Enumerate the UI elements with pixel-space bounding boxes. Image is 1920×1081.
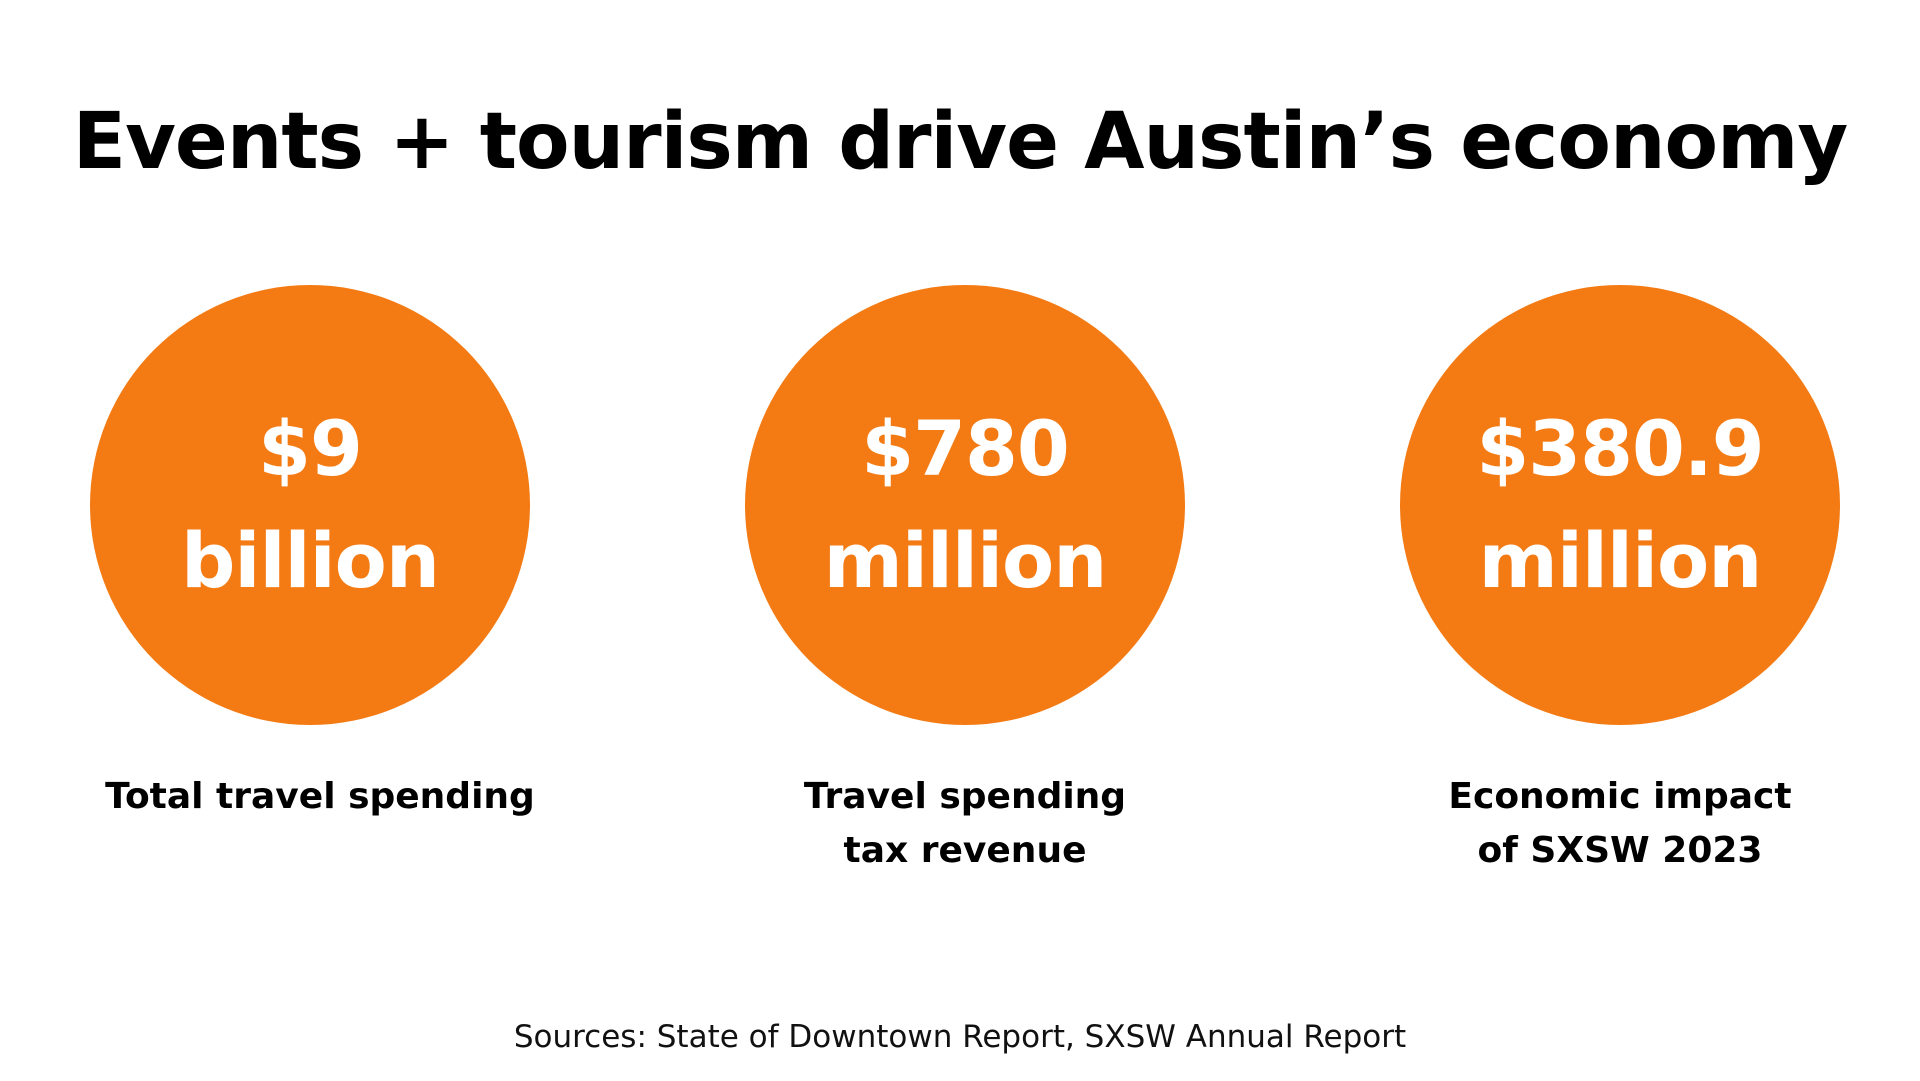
stat-label-line: tax revenue (843, 830, 1087, 871)
slide-title: Events + tourism drive Austin’s economy (72, 97, 1848, 187)
stat-value-unit: billion (181, 516, 440, 605)
stat-label-line: Total travel spending (105, 776, 535, 817)
stat-value-unit: million (1478, 516, 1763, 605)
stat-sxsw-economic-impact: $380.9 million (1400, 285, 1840, 725)
stat-label-sxsw-economic-impact: Economic impact of SXSW 2023 (1360, 770, 1880, 878)
stat-label-line: Travel spending (803, 776, 1127, 817)
stat-value-amount: $9 (258, 404, 363, 493)
stat-circle: $780 million (745, 285, 1185, 725)
stat-value-unit: million (823, 516, 1108, 605)
stat-label-line: of SXSW 2023 (1477, 830, 1763, 871)
stat-circle: $9 billion (90, 285, 530, 725)
sources-footnote: Sources: State of Downtown Report, SXSW … (513, 1019, 1407, 1055)
stat-value-amount: $780 (861, 404, 1070, 493)
stat-label-total-travel-spending: Total travel spending (60, 770, 580, 824)
stat-value-amount: $380.9 (1476, 404, 1764, 493)
stat-total-travel-spending: $9 billion (90, 285, 530, 725)
stat-label-travel-tax-revenue: Travel spending tax revenue (705, 770, 1225, 878)
stat-travel-tax-revenue: $780 million (745, 285, 1185, 725)
stat-label-line: Economic impact (1448, 776, 1792, 817)
stat-circle: $380.9 million (1400, 285, 1840, 725)
